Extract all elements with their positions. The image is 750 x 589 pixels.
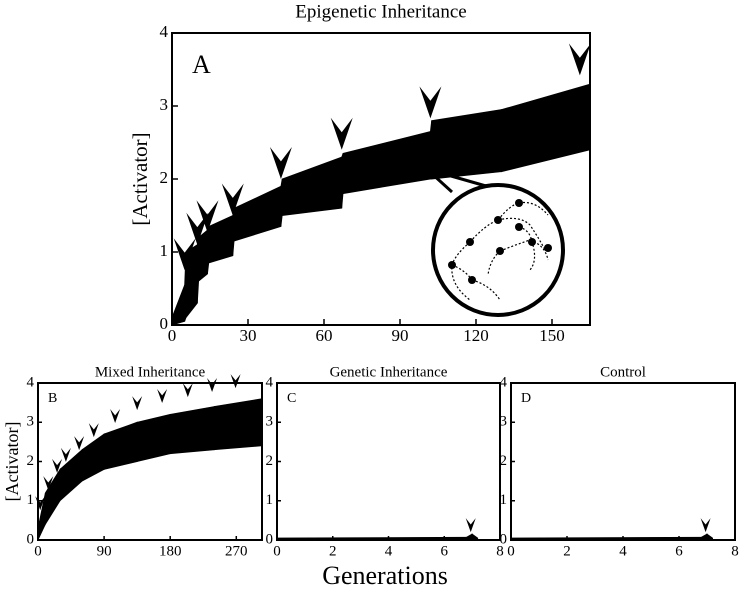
panel: Mixed Inheritance B [Activator] 0 90 180 270 0 1… <box>2 364 263 559</box>
point-cloud <box>136 413 171 463</box>
panel: Control D 0 2 4 6 8 0 1 2 3 4 <box>500 364 739 559</box>
arrowhead <box>465 518 476 533</box>
point-cloud <box>37 492 46 541</box>
arrowhead <box>230 374 241 389</box>
plot-frame <box>276 382 501 541</box>
chart-title: Control <box>600 364 646 380</box>
arrowhead <box>88 423 99 438</box>
panel-label: D <box>521 391 531 406</box>
arrowhead <box>74 436 85 451</box>
panel: Genetic Inheritance C 0 2 4 6 8 0 1 2 3 4 <box>266 364 504 559</box>
panel-label: C <box>287 391 296 406</box>
arrowhead <box>330 117 353 150</box>
y-tick-label: 4 <box>160 22 169 41</box>
chart-title: Epigenetic Inheritance <box>295 1 466 22</box>
arrowhead <box>60 447 71 462</box>
arrowhead <box>269 147 292 179</box>
x-tick-label: 0 <box>168 326 177 345</box>
point-cloud <box>103 421 138 470</box>
x-tick-label: 270 <box>225 543 248 559</box>
point-cloud <box>59 448 83 502</box>
x-tick-label: 90 <box>97 543 112 559</box>
panel-label: B <box>48 391 57 406</box>
x-tick-label: 6 <box>675 543 683 559</box>
x-tick-label: 4 <box>619 543 627 559</box>
x-tick-label: 180 <box>159 543 182 559</box>
x-tick-label: 0 <box>507 543 515 559</box>
y-tick-label: 0 <box>27 531 35 547</box>
y-tick-label: 2 <box>500 453 508 469</box>
arrowhead <box>43 476 54 491</box>
point-cloud <box>81 433 105 482</box>
chart-title: Genetic Inheritance <box>330 364 448 380</box>
y-tick-label: 3 <box>160 95 169 114</box>
arrowhead <box>207 378 218 393</box>
arrowhead <box>700 518 711 533</box>
y-axis-label: [Activator] <box>2 422 22 502</box>
point-cloud <box>213 398 263 451</box>
x-tick-label: 150 <box>539 326 565 345</box>
arrowhead <box>568 43 591 76</box>
arrowhead <box>132 396 143 411</box>
point-cloud <box>208 214 234 264</box>
inset <box>428 168 565 317</box>
panel-label: A <box>192 50 211 79</box>
x-tick-label: 120 <box>463 326 489 345</box>
y-tick-label: 2 <box>160 168 169 187</box>
x-axis-label: Generations <box>322 561 448 589</box>
x-tick-label: 4 <box>385 543 393 559</box>
y-axis-label: [Activator] <box>128 132 152 225</box>
y-tick-label: 1 <box>500 492 508 508</box>
point-cloud <box>171 284 186 326</box>
arrowhead <box>182 383 193 398</box>
x-tick-label: 30 <box>240 326 257 345</box>
arrowhead <box>221 183 244 216</box>
x-tick-label: 8 <box>496 543 504 559</box>
arrowhead <box>196 200 219 233</box>
arrowhead <box>110 409 121 424</box>
point-cloud <box>169 406 215 455</box>
x-tick-label: 90 <box>392 326 409 345</box>
y-tick-label: 4 <box>500 374 508 390</box>
arrowhead <box>186 212 209 245</box>
y-tick-label: 1 <box>160 241 169 260</box>
x-tick-label: 2 <box>563 543 571 559</box>
y-tick-label: 1 <box>27 492 35 508</box>
plot-frame <box>510 382 736 541</box>
y-tick-label: 2 <box>266 453 274 469</box>
point-cloud <box>198 229 208 283</box>
y-tick-label: 2 <box>27 453 35 469</box>
y-tick-label: 4 <box>27 374 35 390</box>
x-tick-label: 2 <box>329 543 337 559</box>
x-tick-label: 0 <box>34 543 42 559</box>
point-cloud <box>233 185 282 242</box>
y-tick-label: 0 <box>266 531 274 547</box>
y-tick-label: 1 <box>266 492 274 508</box>
point-cloud <box>281 156 343 216</box>
point-cloud <box>342 131 431 195</box>
point-cloud <box>500 83 591 173</box>
point-cloud <box>431 109 502 180</box>
y-tick-label: 0 <box>160 314 169 333</box>
x-tick-label: 6 <box>441 543 449 559</box>
y-tick-label: 0 <box>500 531 508 547</box>
arrowhead <box>173 238 196 271</box>
x-tick-label: 60 <box>316 326 333 345</box>
x-tick-label: 8 <box>731 543 739 559</box>
y-tick-label: 4 <box>266 374 274 390</box>
chart-title: Mixed Inheritance <box>95 364 206 380</box>
y-tick-label: 3 <box>500 414 508 430</box>
y-tick-label: 3 <box>266 414 274 430</box>
arrowhead <box>52 458 63 473</box>
arrowhead <box>157 389 168 404</box>
arrowhead <box>419 86 442 119</box>
x-tick-label: 0 <box>273 543 281 559</box>
y-tick-label: 3 <box>27 414 35 430</box>
